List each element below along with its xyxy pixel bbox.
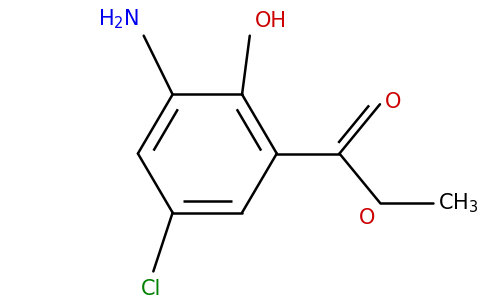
- Text: O: O: [385, 92, 401, 112]
- Text: O: O: [359, 208, 375, 228]
- Text: OH: OH: [255, 11, 287, 31]
- Text: CH$_3$: CH$_3$: [438, 191, 478, 214]
- Text: Cl: Cl: [141, 279, 162, 299]
- Text: H$_2$N: H$_2$N: [98, 7, 139, 31]
